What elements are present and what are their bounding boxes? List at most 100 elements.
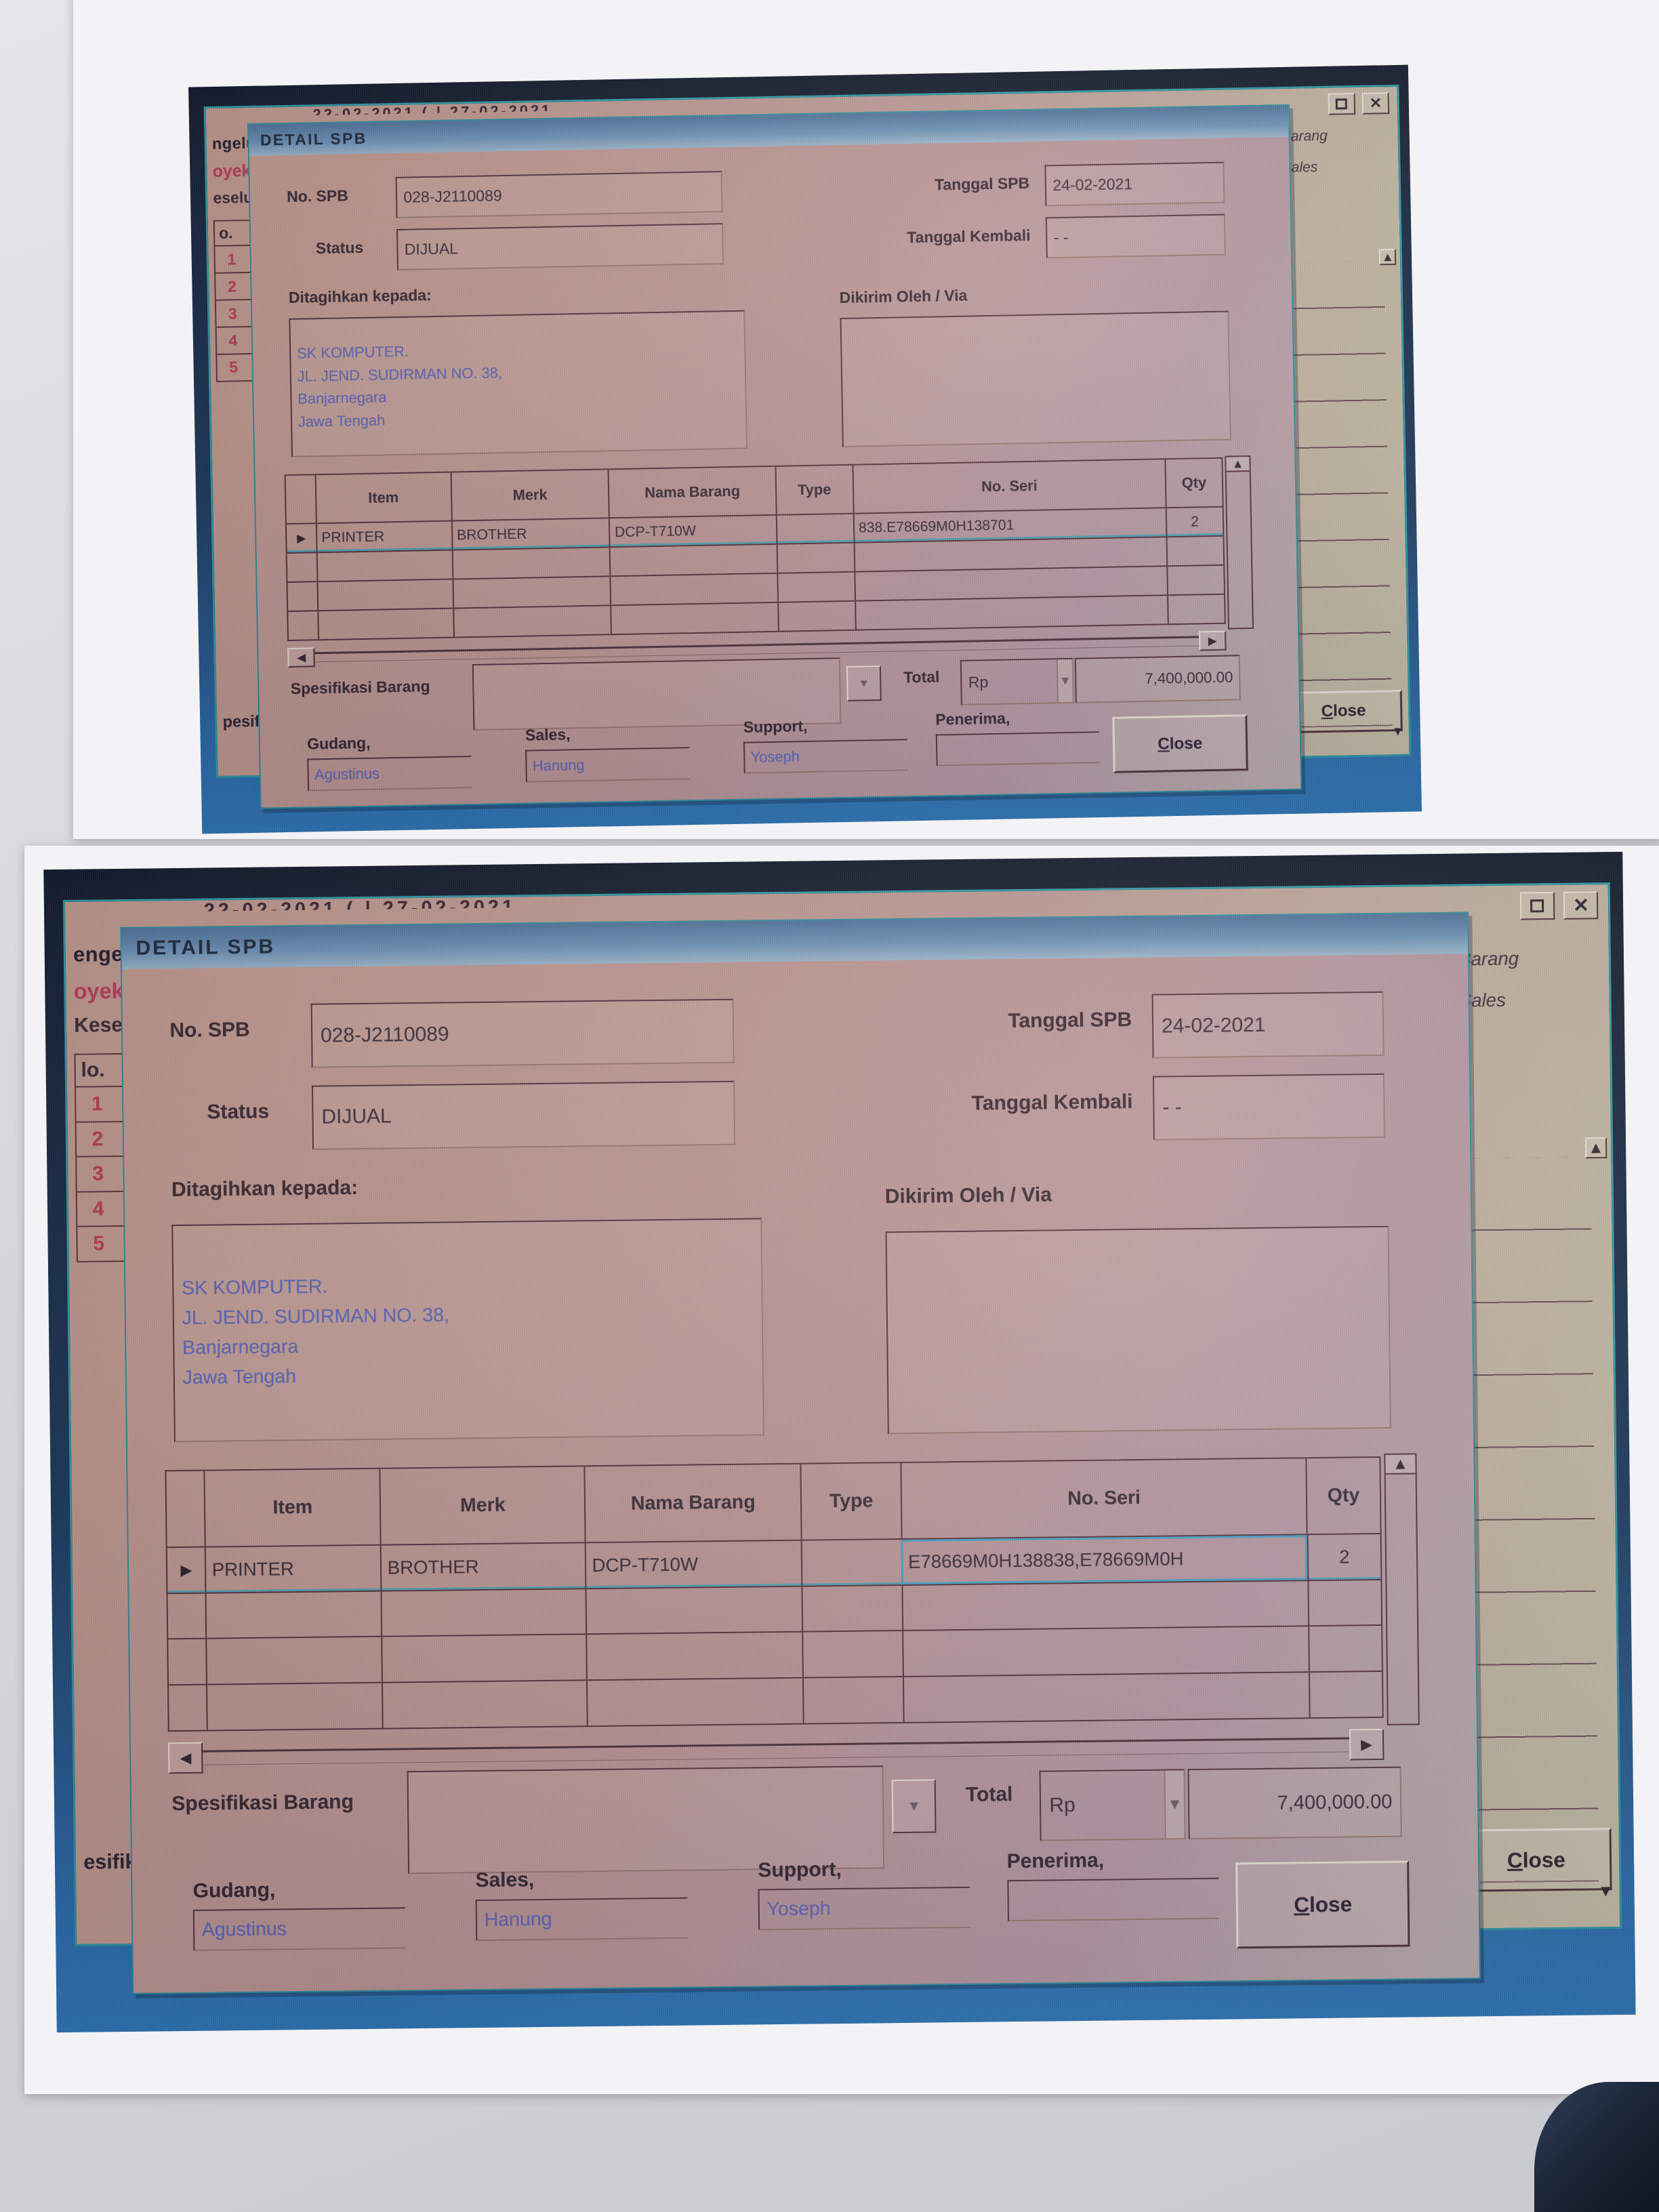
signature-sales: Sales, Hanung [525,723,691,783]
close-button-background-window[interactable]: Close [1284,689,1403,734]
scroll-up-icon[interactable]: ▲ [1226,457,1250,473]
tanggal-kembali-field[interactable]: - - [1152,1073,1385,1141]
address-line: Jawa Tengah [298,411,386,431]
signature-gudang: Gudang, Agustinus [192,1877,407,1952]
sales-field[interactable]: Hanung [475,1897,689,1941]
support-field[interactable]: Yoseph [743,738,909,774]
close-icon[interactable]: ✕ [1361,91,1390,115]
scroll-left-icon[interactable]: ◀ [287,647,316,668]
tanggal-spb-field[interactable]: 24-02-2021 [1151,991,1385,1059]
menu-item-sales[interactable]: - Sales [1447,989,1506,1011]
cell-merk[interactable]: BROTHER [451,518,610,550]
currency-value: Rp [968,673,989,691]
no-spb-field[interactable]: 028-J2110089 [395,170,723,219]
tanggal-spb-field[interactable]: 24-02-2021 [1044,161,1225,207]
gudang-field[interactable]: Agustinus [192,1907,407,1952]
cell-qty[interactable]: 2 [1166,507,1223,537]
scroll-up-icon[interactable]: ▲ [1385,1454,1416,1475]
detail-spb-dialog: DETAIL SPB No. SPB 028-J2110089 Tanggal … [247,104,1302,809]
signature-support: Support, Yoseph [743,715,909,774]
items-table: Item Merk Nama Barang Type No. Seri Qty … [284,455,1254,641]
dropdown-icon[interactable]: ▼ [1164,1770,1185,1839]
printout-bottom: 22-02-2021 ( | 27-02-2021 ✕ engelu oyek … [43,851,1636,2033]
status-field[interactable]: DIJUAL [311,1080,735,1150]
scroll-down-icon[interactable]: ▼ [1391,723,1404,738]
column-header: Item [314,472,451,523]
penerima-field[interactable] [935,731,1101,766]
tanggal-spb-label: Tanggal SPB [934,174,1030,194]
no-spb-label: No. SPB [286,186,349,206]
ditagihkan-address-field[interactable]: SK KOMPUTER. JL. JEND. SUDIRMAN NO. 38, … [171,1217,764,1443]
printout-top: 22-02-2021 ( | 27-02-2021 ✕ ngelu oyek e… [188,64,1422,834]
menu-item-barang[interactable]: - Barang [1447,947,1519,970]
spesifikasi-label: Spesifikasi Barang [171,1790,354,1816]
scroll-right-icon[interactable]: ▶ [1349,1729,1384,1761]
tanggal-kembali-label: Tanggal Kembali [971,1090,1133,1115]
scroll-up-icon[interactable]: ▲ [1378,249,1397,266]
penerima-field[interactable] [1006,1877,1221,1922]
cell-type[interactable] [801,1539,902,1586]
restore-icon[interactable] [1328,92,1355,115]
currency-select[interactable]: Rp ▼ [1039,1769,1186,1841]
window-controls: ✕ [1328,91,1390,115]
close-button[interactable]: Close [1235,1860,1410,1949]
close-button-background-window[interactable]: Close [1460,1828,1612,1892]
tanggal-spb-label: Tanggal SPB [1008,1008,1132,1033]
screen-capture: 22-02-2021 ( | 27-02-2021 ✕ engelu oyek … [43,851,1636,2033]
table-vertical-scrollbar[interactable]: ▲ [1383,1453,1420,1726]
menu-item-sales[interactable]: - Sales [1273,159,1318,176]
address-line: SK KOMPUTER. [181,1275,328,1299]
table-vertical-scrollbar[interactable]: ▲ [1224,455,1254,630]
close-icon[interactable]: ✕ [1563,891,1599,920]
address-line: SK KOMPUTER. [296,342,409,362]
status-field[interactable]: DIJUAL [396,222,724,271]
ditagihkan-address-field[interactable]: SK KOMPUTER. JL. JEND. SUDIRMAN NO. 38, … [289,310,748,458]
dikirim-field[interactable] [885,1226,1391,1435]
sales-field[interactable]: Hanung [525,747,691,783]
dikirim-field[interactable] [840,310,1231,448]
total-field[interactable]: 7,400,000.00 [1187,1766,1402,1840]
cell-item[interactable]: PRINTER [205,1545,381,1593]
row-marker-icon: ▶ [297,531,306,545]
cell-qty[interactable]: 2 [1307,1534,1380,1580]
restore-icon[interactable] [1519,892,1555,920]
scroll-up-icon[interactable]: ▲ [1584,1137,1607,1159]
address-line: Jawa Tengah [182,1366,297,1389]
support-field[interactable]: Yoseph [758,1887,972,1931]
dark-object-corner [1534,2082,1659,2212]
dikirim-label: Dikirim Oleh / Via [884,1183,1052,1208]
dropdown-icon[interactable]: ▼ [1056,659,1073,703]
scroll-down-icon[interactable]: ▼ [1597,1882,1614,1901]
spin-button[interactable]: ▼ [891,1779,937,1834]
scroll-right-icon[interactable]: ▶ [1198,630,1227,651]
cell-item[interactable]: PRINTER [315,521,452,552]
spesifikasi-field[interactable] [407,1765,885,1875]
detail-spb-dialog: DETAIL SPB No. SPB 028-J2110089 Tanggal … [120,912,1481,1994]
total-field[interactable]: 7,400,000.00 [1074,654,1242,703]
no-spb-field[interactable]: 028-J2110089 [310,998,735,1068]
column-header: Item [203,1469,380,1547]
spin-button[interactable]: ▼ [846,665,882,702]
menu-item-barang[interactable]: - Barang [1272,127,1328,145]
signature-gudang: Gudang, Agustinus [307,732,472,792]
scroll-left-icon[interactable]: ◀ [168,1742,203,1774]
currency-select[interactable]: Rp ▼ [960,657,1074,705]
close-button[interactable]: Close [1111,714,1248,773]
column-header: Qty [1164,459,1223,508]
cell-type[interactable] [775,514,854,544]
cell-nama-barang[interactable]: DCP-T710W [609,516,777,547]
background-window-title: 22-02-2021 ( | 27-02-2021 [203,895,517,912]
cell-no-seri[interactable]: E78669M0H138838,E78669M0H [901,1535,1308,1584]
gudang-field[interactable]: Agustinus [307,756,472,792]
tanggal-kembali-field[interactable]: - - [1046,213,1226,259]
list-rows [1287,261,1393,728]
total-label: Total [903,668,940,687]
row-marker-icon: ▶ [180,1561,192,1578]
cell-nama-barang[interactable]: DCP-T710W [584,1540,802,1588]
column-header: Qty [1305,1458,1380,1534]
column-header: Merk [450,470,609,520]
column-header: Merk [379,1467,585,1544]
ditagihkan-label: Ditagihkan kepada: [288,286,432,307]
cell-merk[interactable]: BROTHER [380,1543,586,1591]
